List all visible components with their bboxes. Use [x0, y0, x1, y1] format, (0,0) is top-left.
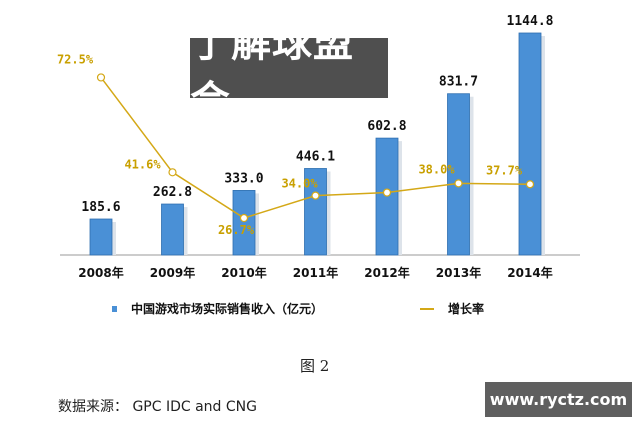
legend-bar-swatch: [112, 305, 117, 312]
x-tick-label: 2008年: [78, 265, 123, 280]
growth-label: 38.0%: [418, 162, 455, 176]
growth-point: [454, 179, 463, 188]
bar-label: 1144.8: [507, 14, 554, 29]
growth-label: 26.7%: [218, 223, 255, 237]
data-source: 数据来源： GPC IDC and CNG: [58, 399, 257, 415]
legend-line-label: 增长率: [448, 302, 485, 316]
legend-bar: 中国游戏市场实际销售收入（亿元）: [112, 300, 323, 317]
growth-point: [311, 191, 320, 200]
growth-label: 37.7%: [486, 163, 523, 177]
growth-label: 41.6%: [124, 157, 161, 171]
bar-label: 446.1: [296, 149, 335, 164]
x-tick-label: 2009年: [150, 265, 195, 280]
growth-label: 72.5%: [57, 52, 94, 66]
bar: [447, 93, 470, 256]
bar-label: 602.8: [367, 119, 406, 134]
x-tick-label: 2011年: [293, 265, 338, 280]
figure-caption: 图 2: [300, 357, 330, 375]
overlay-banner: 了解球盟会: [190, 20, 388, 124]
legend-line: 增长率: [420, 300, 484, 317]
bar: [89, 218, 113, 256]
bar-label: 262.8: [153, 185, 192, 200]
bar: [304, 168, 327, 256]
legend-line-swatch: [420, 307, 434, 310]
x-tick-label: 2012年: [364, 265, 409, 280]
bar-label: 185.6: [81, 200, 120, 215]
growth-point: [168, 168, 177, 177]
x-tick-label: 2010年: [221, 265, 266, 280]
x-tick-label: 2013年: [436, 265, 481, 280]
growth-point: [239, 213, 249, 223]
growth-point: [525, 180, 535, 189]
x-tick-label: 2014年: [507, 265, 552, 280]
growth-point: [96, 73, 106, 82]
chart: 185.6 2008年 262.8 2009年 333.0 2010年 446.1 2011年…: [57, 14, 580, 280]
growth-label: 34.0%: [281, 177, 318, 191]
bar-label: 333.0: [224, 171, 263, 186]
bar: [518, 32, 542, 256]
legend-bar-label: 中国游戏市场实际销售收入（亿元）: [131, 302, 324, 316]
watermark: www.ryctz.com: [485, 382, 632, 417]
growth-point: [382, 188, 392, 197]
bar: [161, 203, 184, 256]
bar-label: 831.7: [439, 75, 478, 90]
bar: [232, 190, 256, 256]
